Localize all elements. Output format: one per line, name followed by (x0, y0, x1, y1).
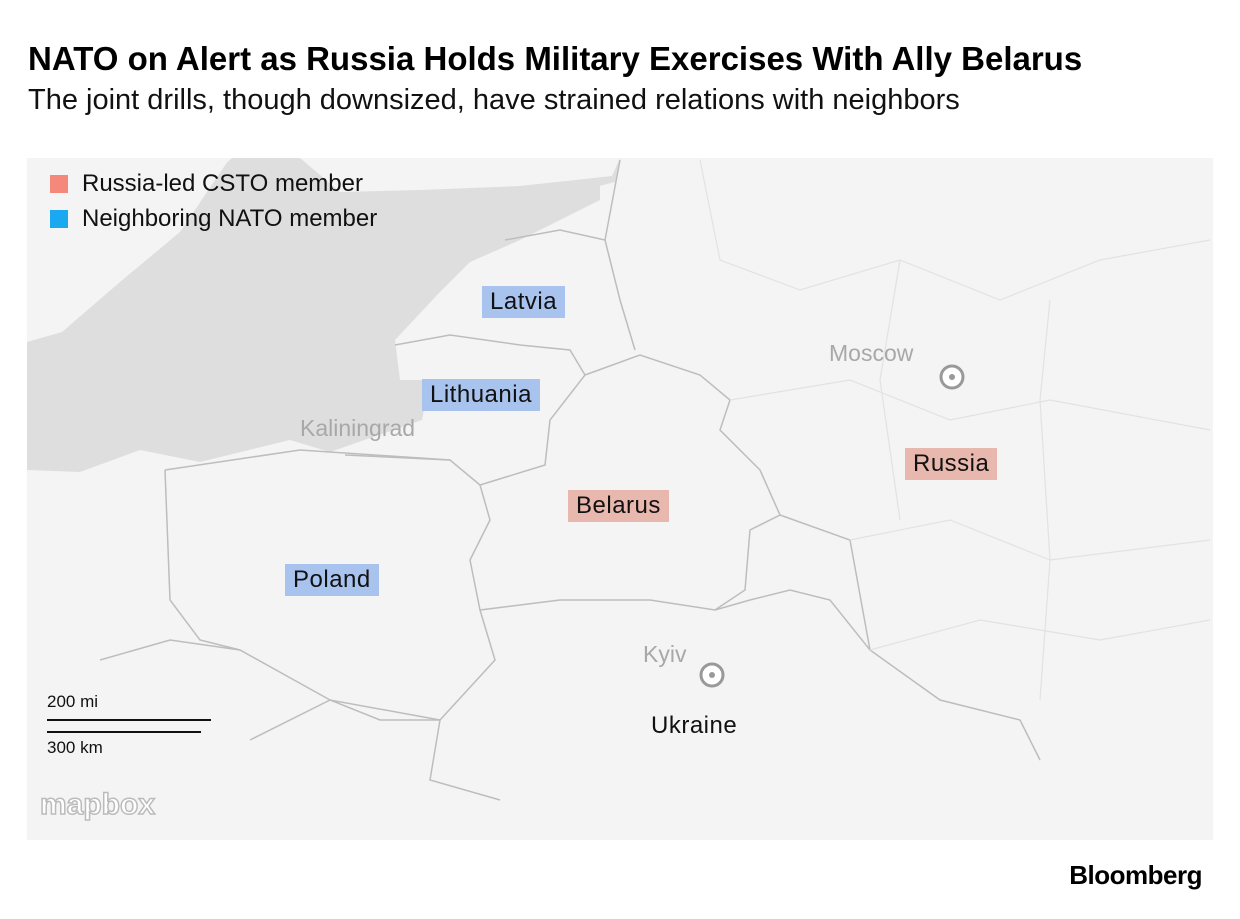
finland (300, 158, 620, 192)
city-marker (949, 374, 955, 380)
subtitle: The joint drills, though downsized, have… (28, 84, 960, 116)
regions (699, 159, 1211, 701)
country-label: Lithuania (422, 379, 540, 411)
sweden (27, 158, 230, 342)
legend-swatch (50, 210, 68, 228)
scale-label: 300 km (47, 738, 103, 757)
city-label: Kyiv (643, 641, 687, 667)
city-label: Moscow (829, 340, 914, 366)
scale-label: 200 mi (47, 692, 99, 711)
country-label: Latvia (482, 286, 566, 318)
legend-label: Russia-led CSTO member (82, 170, 363, 197)
title: NATO on Alert as Russia Holds Military E… (28, 40, 1083, 77)
legend-label: Neighboring NATO member (82, 205, 378, 232)
legend-item: Neighboring NATO member (50, 205, 377, 233)
source: Bloomberg (1069, 860, 1202, 890)
country-label: Russia (905, 448, 998, 480)
attribution: mapbox (39, 787, 156, 822)
city-label: Kaliningrad (300, 415, 416, 441)
city-marker (709, 672, 715, 678)
borders (99, 159, 1041, 801)
country-label: Belarus (568, 490, 669, 522)
legend-swatch (50, 175, 68, 193)
legend-item: Russia-led CSTO member (50, 170, 363, 198)
country-label: Poland (285, 564, 379, 596)
country-label: Ukraine (651, 712, 738, 739)
